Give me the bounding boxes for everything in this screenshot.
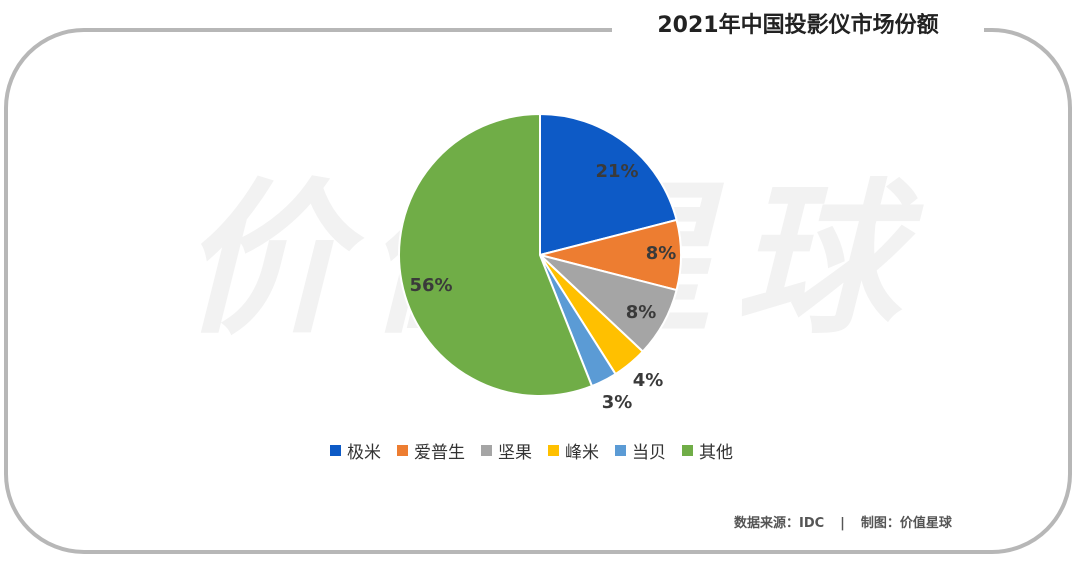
pie-slice-1 xyxy=(539,112,678,257)
legend-swatch xyxy=(548,444,559,456)
data-label-3: 8% xyxy=(626,302,657,323)
legend-label: 爱普生 xyxy=(414,442,465,463)
data-label-1: 21% xyxy=(595,161,638,182)
chart-frame xyxy=(4,28,1072,554)
data-label-5: 3% xyxy=(602,392,633,413)
pie-slice-6 xyxy=(398,112,594,397)
data-label-6: 56% xyxy=(409,275,452,296)
legend-swatch xyxy=(481,444,492,456)
pie-labels: 21% 8% 8% 4%3% 56% xyxy=(409,161,676,413)
data-label-2: 8% xyxy=(646,243,677,264)
footer-separator: | xyxy=(840,516,845,531)
data-label-4: 4% xyxy=(633,370,664,391)
legend-swatch xyxy=(682,444,693,456)
legend-swatch xyxy=(615,444,626,456)
legend-swatch xyxy=(397,444,408,456)
legend: 极米 爱普生 坚果 峰米 当贝 其他 xyxy=(330,436,733,464)
legend-swatch xyxy=(330,444,341,456)
legend-label: 当贝 xyxy=(632,442,666,463)
source-text: 数据来源：IDC xyxy=(734,516,825,531)
legend-label: 峰米 xyxy=(565,442,599,463)
pie-slices xyxy=(398,112,683,397)
chart-title: 2021年中国投影仪市场份额 xyxy=(657,13,939,38)
legend-item: 峰米 xyxy=(548,438,599,463)
legend-item: 极米 xyxy=(330,438,381,463)
legend-item: 当贝 xyxy=(615,438,666,463)
title-mask xyxy=(612,6,984,46)
legend-label: 极米 xyxy=(347,442,381,463)
legend-item: 坚果 xyxy=(481,438,532,463)
legend-label: 坚果 xyxy=(498,442,532,463)
credit-text: 制图：价值星球 xyxy=(860,516,952,531)
footer: 数据来源：IDC | 制图：价值星球 xyxy=(734,512,952,531)
legend-label: 其他 xyxy=(699,442,733,463)
legend-item: 其他 xyxy=(682,438,733,463)
legend-item: 爱普生 xyxy=(397,438,465,463)
